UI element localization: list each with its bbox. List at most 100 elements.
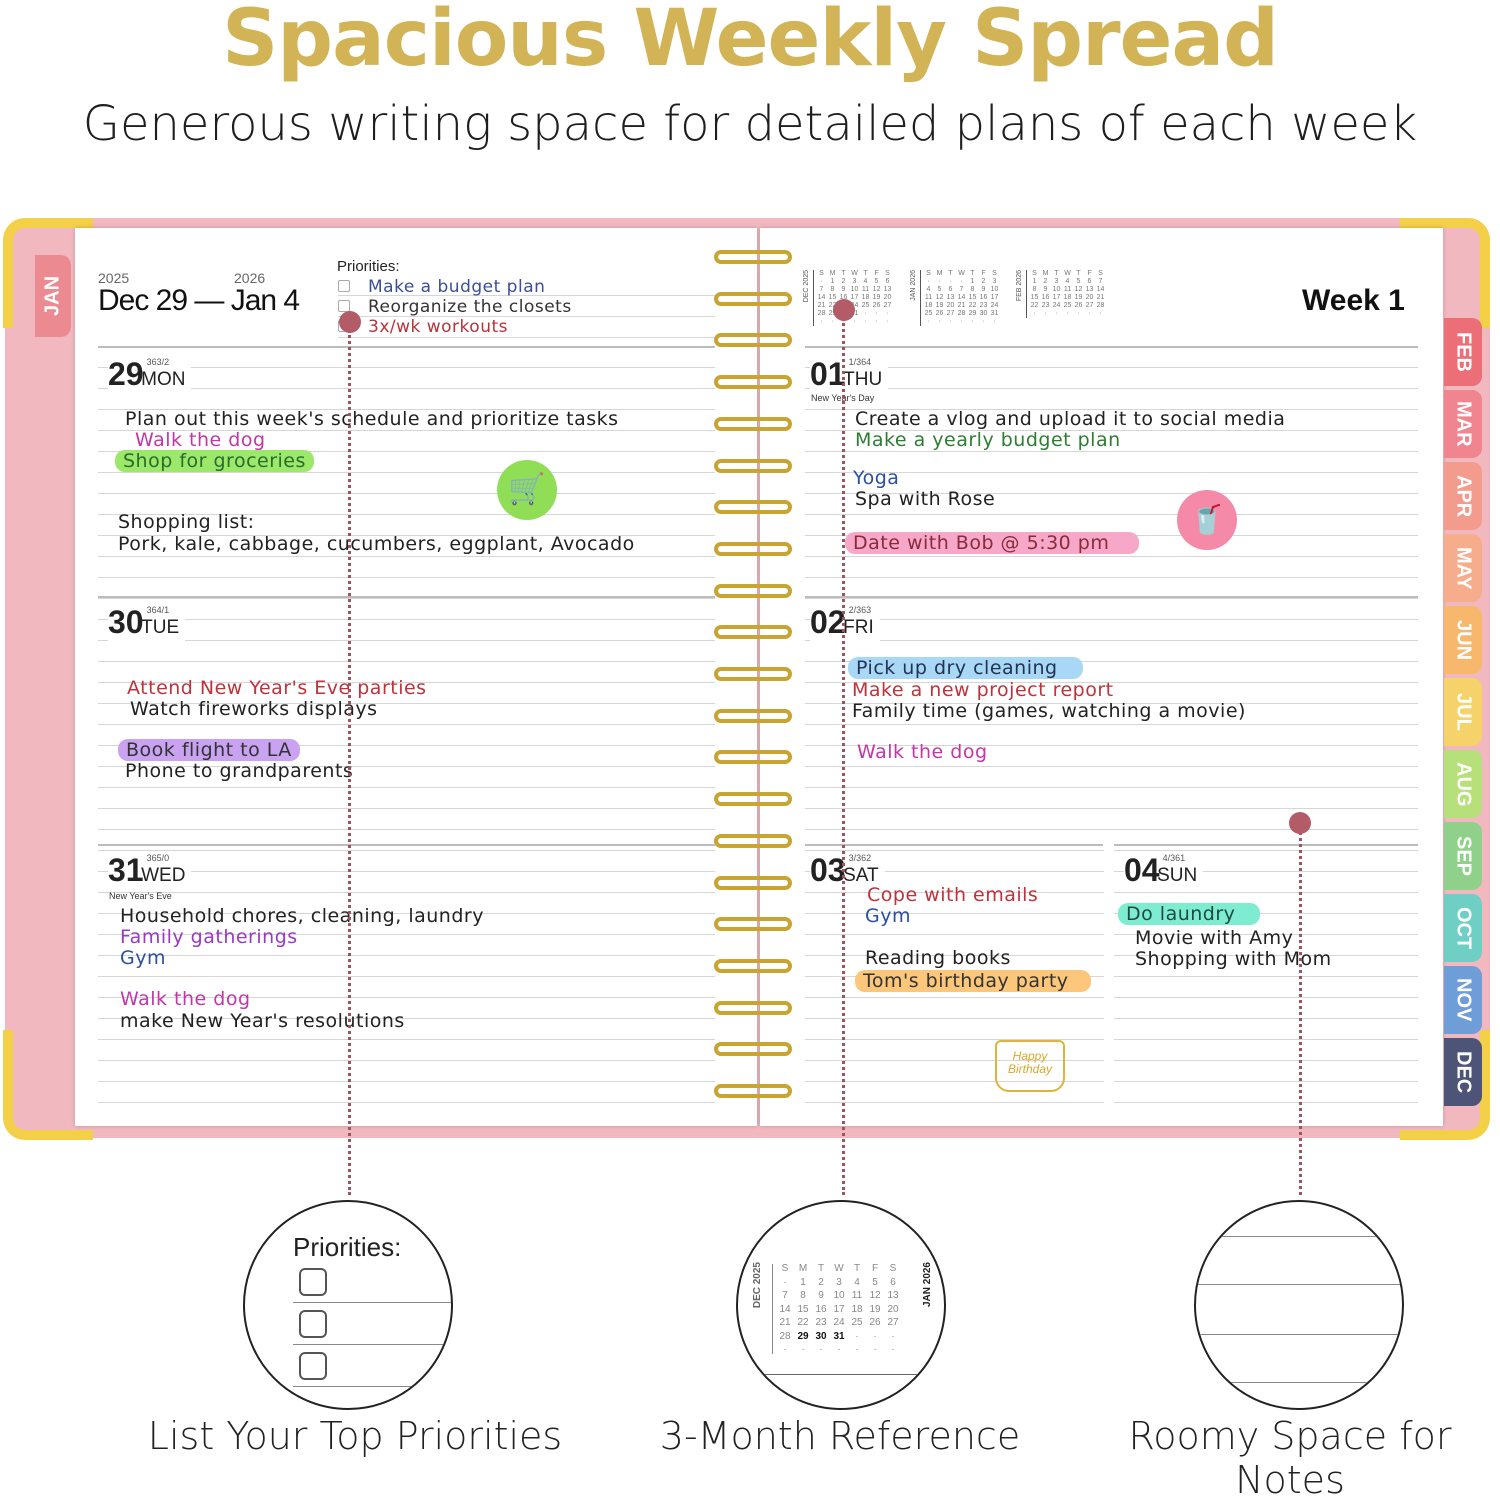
calendar-day: 10	[833, 1290, 845, 1301]
tab-nov[interactable]: NOV	[1444, 966, 1482, 1034]
spiral-ring	[714, 875, 792, 890]
tab-jan[interactable]: JAN	[35, 255, 71, 337]
mini-calendar-day: 31	[850, 310, 859, 317]
mini-calendar-day: F	[1087, 270, 1092, 277]
mini-calendar-day: 27	[1085, 302, 1094, 309]
spiral-ring	[714, 458, 792, 473]
cal-right-label: JAN 2026	[922, 1262, 933, 1308]
tab-may[interactable]: MAY	[1444, 534, 1482, 602]
ruled-lines	[98, 347, 715, 1112]
priorities-label: Priorities:	[293, 1232, 402, 1262]
caption-priorities: List Your Top Priorities	[147, 1414, 563, 1458]
entry: Cope with emails	[867, 884, 1039, 906]
entry: Shopping with Mom	[1135, 948, 1332, 970]
calendar-day: 19	[869, 1303, 881, 1315]
mini-calendar-day: 22	[828, 302, 837, 309]
tab-sep[interactable]: SEP	[1444, 822, 1482, 890]
mini-calendar-day: 23	[1041, 302, 1050, 309]
mini-calendar-row: 11 12 13 14 15 16 17	[923, 294, 1000, 302]
calendar-day: 14	[779, 1303, 791, 1315]
tab-aug[interactable]: AUG	[1444, 750, 1482, 818]
mini-calendar-day: ·	[927, 278, 930, 285]
calendar-day: 28	[779, 1330, 791, 1342]
tab-mar[interactable]: MAR	[1444, 390, 1482, 458]
tab-apr[interactable]: APR	[1444, 462, 1482, 530]
calendar-day: ·	[837, 1344, 841, 1355]
tab-oct[interactable]: OCT	[1444, 894, 1482, 962]
calendar-day: 17	[833, 1303, 845, 1315]
mini-calendar-day: ·	[949, 278, 952, 285]
calendar-row: 28 29 30 31 · · ·	[776, 1330, 902, 1344]
spiral-ring	[714, 291, 792, 306]
mini-calendar-day: 18	[1063, 294, 1072, 301]
mini-calendar-day: 6	[885, 278, 890, 285]
mini-calendar-day: 17	[990, 294, 999, 301]
calendar-day: F	[871, 1263, 879, 1274]
weekday: SUN	[1157, 865, 1198, 886]
calendar-zoom-circle: DEC 2025 S M T W T F S · 1 2 3 4 5 6 7 8 9 10 11 12 13 14 15 16…	[736, 1200, 946, 1410]
mini-calendar-day: 3	[1054, 278, 1059, 285]
mini-calendar-day: ·	[1044, 310, 1047, 317]
priority-item: Reorganize the closets	[368, 297, 572, 317]
mini-calendar-day: 22	[968, 302, 977, 309]
mini-calendar-row: · · · · · · ·	[1029, 310, 1106, 318]
weekday: TUE	[141, 617, 180, 638]
priority-item: 3x/wk workouts	[368, 317, 508, 337]
calendar-day: 15	[797, 1303, 809, 1315]
mini-calendar-day: 15	[1030, 294, 1039, 301]
calendar-day: S	[889, 1263, 897, 1274]
mini-calendar-day: W	[958, 270, 965, 277]
mini-calendar-row: 22 23 24 25 26 27 28	[1029, 302, 1106, 310]
mini-calendar: S M T W T F S 1 2 3 4 5 6 7 8 9 10 11 12 13 14 15 16 17 18 19 20 21…	[1026, 270, 1106, 318]
calendar-day: 1	[800, 1276, 806, 1288]
entry: Family gatherings	[120, 926, 298, 948]
mini-calendar-day: ·	[853, 318, 856, 325]
mini-calendar-day: ·	[1066, 310, 1069, 317]
calendar-day: ·	[783, 1276, 787, 1288]
mini-calendar-day: 27	[883, 302, 892, 309]
mini-calendar-day: ·	[1033, 310, 1036, 317]
mini-calendar-day: 16	[1041, 294, 1050, 301]
calendar-day: ·	[873, 1330, 877, 1342]
mini-calendar-day: 31	[990, 310, 999, 317]
tab-feb[interactable]: FEB	[1444, 318, 1482, 386]
mini-calendar-day: T	[970, 270, 975, 277]
big-calendar: S M T W T F S · 1 2 3 4 5 6 7 8 9 10 11 12 13 14 15 16 17 18 19 20 2…	[776, 1262, 902, 1357]
tab-jun[interactable]: JUN	[1444, 606, 1482, 674]
mini-calendar-day: ·	[820, 278, 823, 285]
callout-line	[1299, 832, 1302, 1195]
mini-calendar: S M T W T F S · 1 2 3 4 5 6 7 8 9 10 11 12 13 14 15 16 17 18 19 20 2…	[813, 270, 893, 326]
headline-subtitle: Generous writing space for detailed plan…	[82, 96, 1418, 152]
tab-jul[interactable]: JUL	[1444, 678, 1482, 746]
mini-calendar-day: 16	[979, 294, 988, 301]
drink-icon: 🥤	[1177, 490, 1237, 550]
day-header-mon: 29 363/2 MON	[108, 356, 192, 393]
day-header-tue: 30 364/1 TUE	[108, 604, 186, 641]
mini-calendar-day: 26	[1074, 302, 1083, 309]
mini-calendar-day: 29	[968, 310, 977, 317]
entry: Household chores, cleaning, laundry	[120, 905, 484, 927]
mini-calendar-day: S	[1098, 270, 1103, 277]
mini-calendar-day: W	[1064, 270, 1071, 277]
spiral-ring	[714, 917, 792, 932]
mini-calendar-day: 14	[1096, 286, 1105, 293]
mini-calendar-day: ·	[927, 318, 930, 325]
mini-calendar-day: ·	[960, 318, 963, 325]
mini-calendar-day: 1	[970, 278, 975, 285]
day-header-sat: 03 3/362 SAT	[810, 852, 885, 889]
mini-calendar-day: 24	[990, 302, 999, 309]
calendar-day: 26	[869, 1317, 881, 1328]
calendar-day: 29	[797, 1330, 809, 1342]
calendar-day: 18	[851, 1303, 863, 1315]
tab-dec[interactable]: DEC	[1444, 1038, 1482, 1106]
mini-calendar-day: 2	[981, 278, 986, 285]
calendar-day: 9	[818, 1290, 824, 1301]
mini-calendar-day: T	[863, 270, 868, 277]
mini-calendar-day: ·	[993, 318, 996, 325]
priority-lines	[338, 275, 715, 338]
mini-calendar-day: 8	[830, 286, 835, 293]
mini-calendar-day: 20	[946, 302, 955, 309]
entry: Family time (games, watching a movie)	[852, 700, 1246, 722]
mini-calendar-day: 9	[1043, 286, 1048, 293]
